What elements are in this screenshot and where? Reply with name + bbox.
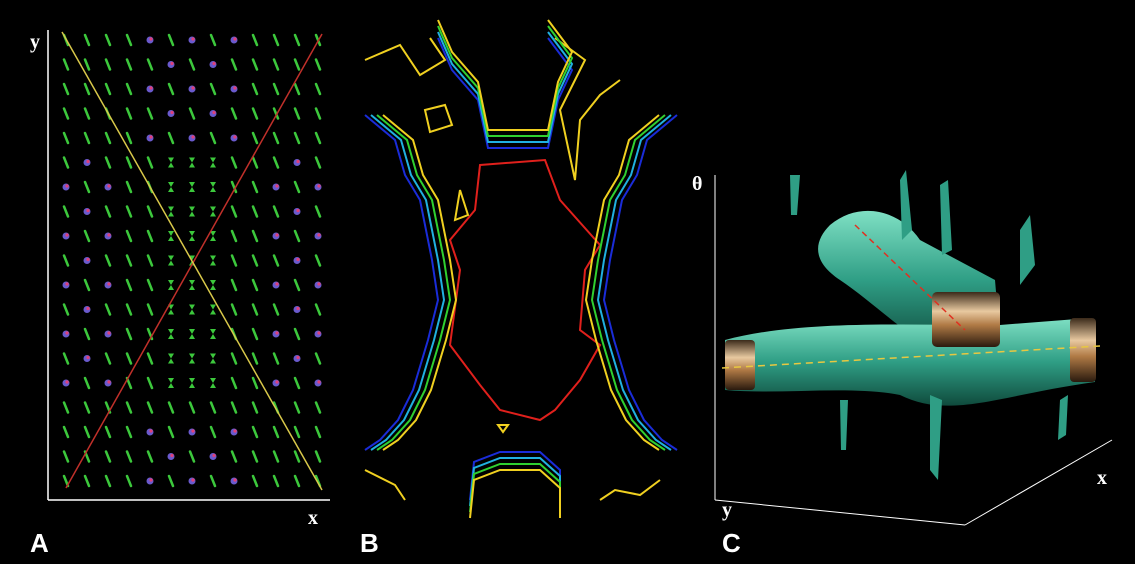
glyph — [65, 233, 68, 236]
glyph — [149, 429, 152, 432]
panel-label: B — [360, 528, 379, 558]
glyph — [191, 478, 194, 481]
panel-label: A — [30, 528, 49, 558]
glyph — [296, 258, 299, 261]
tube-cap — [932, 292, 1000, 347]
panel-label: C — [722, 528, 741, 558]
glyph — [65, 331, 68, 334]
glyph — [86, 160, 89, 163]
glyph — [191, 86, 194, 89]
tube-cap — [1070, 318, 1096, 382]
glyph — [233, 86, 236, 89]
glyph — [296, 356, 299, 359]
glyph — [86, 307, 89, 310]
glyph — [275, 282, 278, 285]
glyph — [65, 380, 68, 383]
glyph — [86, 258, 89, 261]
axis-label-y: y — [30, 31, 40, 53]
glyph — [212, 62, 215, 65]
glyph — [275, 331, 278, 334]
glyph — [296, 307, 299, 310]
glyph — [317, 184, 320, 187]
glyph — [233, 478, 236, 481]
glyph — [170, 62, 173, 65]
glyph — [296, 160, 299, 163]
axis-label-theta: θ — [692, 173, 702, 195]
glyph — [107, 282, 110, 285]
glyph — [317, 233, 320, 236]
glyph — [170, 454, 173, 457]
glyph — [317, 380, 320, 383]
glyph — [107, 331, 110, 334]
glyph — [233, 429, 236, 432]
figure: y x A B θ y x C — [0, 0, 1135, 564]
glyph — [107, 233, 110, 236]
glyph — [107, 380, 110, 383]
glyph — [191, 135, 194, 138]
glyph — [275, 184, 278, 187]
glyph — [149, 135, 152, 138]
glyph — [170, 111, 173, 114]
glyph — [149, 86, 152, 89]
axis-label-x: x — [1097, 467, 1107, 489]
glyph — [275, 233, 278, 236]
glyph — [149, 37, 152, 40]
tube-cap — [725, 340, 755, 390]
glyph — [191, 429, 194, 432]
glyph — [86, 356, 89, 359]
glyph — [233, 37, 236, 40]
glyph — [275, 380, 278, 383]
glyph — [317, 282, 320, 285]
glyph — [296, 209, 299, 212]
glyph — [317, 331, 320, 334]
glyph — [65, 184, 68, 187]
glyph — [212, 111, 215, 114]
glyph — [212, 454, 215, 457]
page: {"panels":[{"label":"A","axis_labels":{"… — [0, 0, 1135, 564]
glyph — [65, 282, 68, 285]
glyph — [191, 37, 194, 40]
glyph — [107, 184, 110, 187]
glyph — [86, 209, 89, 212]
glyph — [233, 135, 236, 138]
axis-label-x: x — [308, 507, 318, 529]
glyph — [149, 478, 152, 481]
axis-label-y: y — [722, 499, 732, 521]
